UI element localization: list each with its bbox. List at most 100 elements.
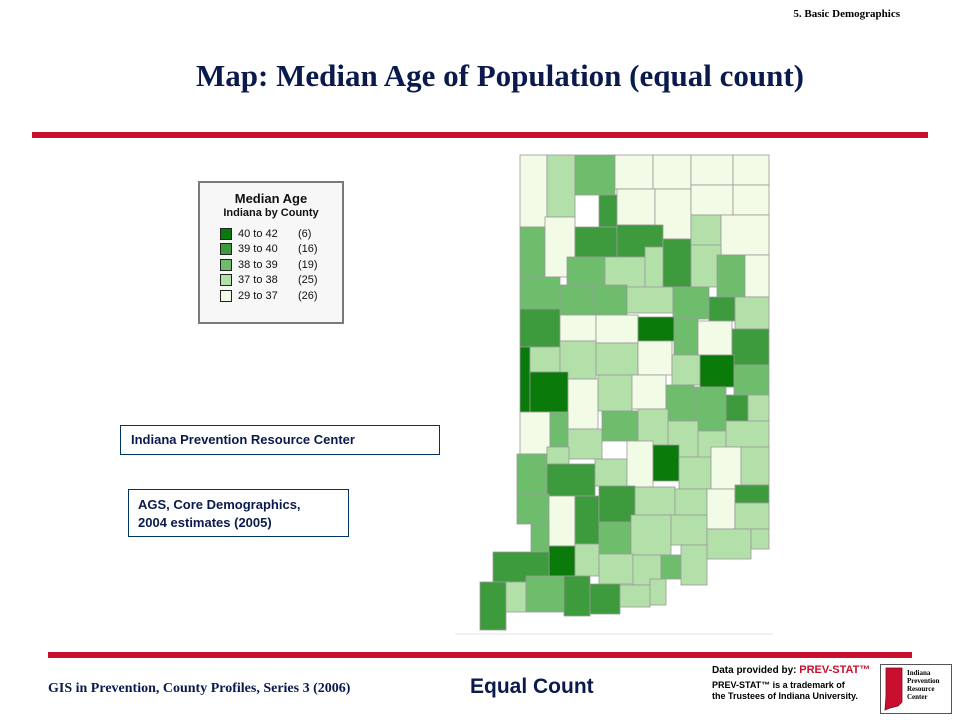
county — [604, 256, 646, 288]
legend-range: 29 to 37 — [238, 289, 278, 302]
county — [732, 184, 770, 216]
county — [674, 488, 708, 516]
section-label: 5. Basic Demographics — [793, 8, 900, 20]
county — [706, 528, 752, 560]
county — [710, 446, 742, 490]
county — [634, 486, 676, 516]
county — [731, 328, 770, 366]
county — [516, 493, 550, 525]
county — [734, 296, 770, 330]
county — [574, 543, 600, 577]
county — [549, 411, 569, 448]
county — [619, 584, 651, 608]
county — [616, 188, 656, 226]
logo-text: Indiana Prevention Resource Center — [907, 669, 940, 701]
county — [725, 420, 770, 448]
data-credit: Data provided by: PREV-STAT™ PREV-STAT™ … — [712, 664, 952, 716]
county — [529, 346, 561, 373]
credit-line-3: the Trustees of Indiana University. — [712, 691, 858, 701]
legend-count: (26) — [298, 289, 318, 302]
county — [548, 495, 576, 547]
county — [519, 411, 551, 455]
bottom-divider — [48, 652, 912, 658]
county — [665, 384, 695, 422]
county — [519, 276, 561, 310]
county — [690, 214, 722, 246]
county — [574, 226, 618, 258]
county — [672, 286, 710, 320]
legend-item: 40 to 42 (6) — [220, 226, 342, 242]
county — [680, 544, 708, 586]
county — [492, 551, 550, 583]
county — [631, 374, 667, 410]
footer-equal-count: Equal Count — [470, 675, 594, 698]
county — [546, 446, 570, 465]
county — [626, 440, 654, 488]
county — [637, 316, 675, 342]
county — [744, 254, 770, 298]
legend-item: 29 to 37 (26) — [220, 288, 342, 304]
county — [598, 485, 636, 523]
county — [519, 346, 531, 413]
top-divider — [32, 132, 928, 138]
county — [589, 583, 621, 615]
county — [516, 453, 548, 495]
organization-box: Indiana Prevention Resource Center — [120, 425, 440, 455]
legend-count: (25) — [298, 274, 318, 287]
county — [662, 238, 692, 288]
indiana-county-map — [455, 154, 773, 635]
county — [716, 254, 746, 298]
credit-line-2: PREV-STAT™ is a trademark of — [712, 680, 845, 690]
county — [598, 521, 632, 555]
county — [559, 314, 597, 342]
county — [548, 545, 576, 577]
county — [690, 244, 722, 288]
legend-count: (16) — [298, 243, 318, 256]
county — [660, 554, 682, 580]
legend-swatch — [220, 243, 232, 256]
county — [525, 575, 565, 613]
legend-range: 40 to 42 — [238, 227, 278, 240]
county — [519, 154, 548, 228]
county — [652, 444, 680, 482]
county — [690, 154, 734, 186]
map-legend: Median Age Indiana by County 40 to 42 (6… — [198, 181, 344, 324]
county — [708, 296, 736, 322]
county — [598, 553, 634, 585]
legend-swatch — [220, 274, 232, 287]
source-box: AGS, Core Demographics, 2004 estimates (… — [128, 489, 349, 537]
credit-prefix: Data provided by: — [712, 665, 800, 676]
county — [559, 284, 596, 316]
county — [563, 575, 591, 617]
legend-item: 37 to 38 (25) — [220, 273, 342, 289]
legend-count: (6) — [298, 227, 312, 240]
county — [595, 342, 639, 376]
county — [601, 410, 639, 442]
county — [733, 364, 770, 396]
county — [529, 371, 569, 413]
iprc-logo: Indiana Prevention Resource Center — [880, 664, 952, 714]
footer-series-title: GIS in Prevention, County Profiles, Seri… — [48, 681, 351, 696]
county — [637, 340, 673, 376]
county — [566, 256, 606, 286]
legend-title: Median Age — [234, 191, 308, 206]
county — [567, 378, 599, 430]
source-line-2: 2004 estimates (2005) — [138, 515, 272, 530]
county — [574, 495, 600, 545]
county — [595, 314, 639, 344]
legend-subtitle: Indiana by County — [223, 207, 319, 219]
county — [567, 428, 603, 460]
county — [673, 318, 699, 356]
legend-swatch — [220, 289, 232, 302]
legend-swatch — [220, 258, 232, 271]
legend-range: 38 to 39 — [238, 258, 278, 271]
indiana-outline-icon — [884, 667, 903, 711]
legend-range: 39 to 40 — [238, 243, 278, 256]
county — [530, 523, 550, 555]
county — [546, 154, 576, 218]
legend-range: 37 to 38 — [238, 274, 278, 287]
county — [614, 154, 654, 190]
source-line-1: AGS, Core Demographics, — [138, 497, 301, 512]
county — [740, 446, 770, 486]
county — [750, 528, 770, 550]
